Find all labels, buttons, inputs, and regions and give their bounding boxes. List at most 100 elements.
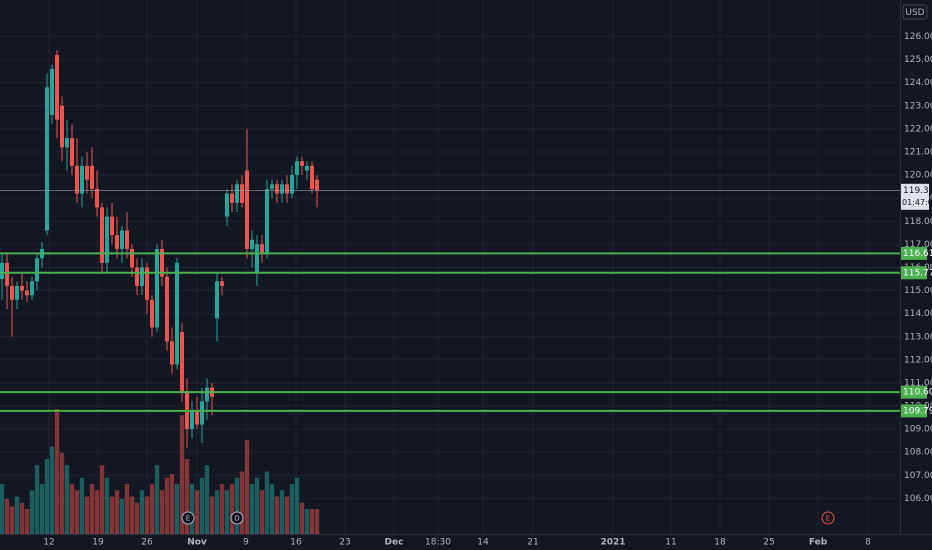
volume-bar — [24, 509, 30, 534]
candle-body — [195, 410, 199, 425]
volume-bar — [244, 440, 250, 534]
volume-bar — [239, 471, 245, 534]
y-tick-label: 108.00 — [904, 448, 932, 458]
volume-bar — [0, 484, 5, 534]
volume-bar — [309, 509, 315, 534]
currency: USD — [905, 8, 924, 18]
candle-body — [5, 262, 9, 286]
volume-bar — [179, 415, 185, 534]
candle-body — [30, 281, 34, 296]
volume-bar — [74, 490, 80, 534]
y-tick-label: 113.00 — [904, 332, 932, 342]
candle-body — [315, 179, 319, 191]
volume-bar — [104, 477, 110, 534]
x-tick-label: 9 — [243, 538, 249, 548]
candle-body — [245, 170, 249, 249]
candle-body — [305, 165, 309, 171]
volume-bar — [189, 484, 195, 534]
volume-bar — [94, 490, 100, 534]
candle-body — [155, 248, 159, 328]
y-tick-label: 126.00 — [904, 32, 932, 42]
y-tick-label: 109.00 — [904, 425, 932, 435]
candle-body — [20, 285, 24, 291]
event-marker — [821, 511, 835, 525]
volume-bar — [284, 496, 290, 534]
candle-body — [170, 341, 174, 365]
candle-body — [200, 401, 204, 425]
candle-body — [190, 410, 194, 430]
volume-bar — [114, 490, 120, 534]
x-tick-label: 8 — [865, 538, 871, 548]
volume-bar — [204, 465, 210, 534]
y-tick-label: 123.00 — [904, 101, 932, 111]
volume-bar — [304, 509, 310, 534]
candle-body — [100, 207, 104, 263]
volume-bar — [279, 490, 285, 534]
x-tick-label: 2021 — [600, 538, 625, 548]
level-label-box — [901, 246, 927, 260]
volume-bar — [44, 459, 50, 534]
candle-body — [295, 161, 299, 176]
volume-bar — [134, 502, 140, 534]
volume-bar — [274, 496, 280, 534]
last-price-label: 119.34 — [903, 186, 932, 196]
x-tick-label: 14 — [477, 538, 489, 548]
x-tick-label: 18:30 — [425, 538, 451, 548]
candle-body — [125, 230, 129, 249]
x-tick-label: 23 — [339, 538, 350, 548]
candle-body — [180, 332, 184, 393]
volume-bar — [224, 490, 230, 534]
candle-body — [280, 184, 284, 194]
event-label: D — [234, 515, 239, 523]
event-label: E — [826, 515, 830, 523]
volume-bar — [99, 465, 105, 534]
candle-body — [175, 262, 179, 365]
candle-body — [160, 248, 164, 277]
candle-body — [150, 299, 154, 328]
volume-bar — [79, 477, 85, 534]
candle-body — [135, 267, 139, 286]
volume-bar — [39, 484, 45, 534]
volume-bar — [264, 471, 270, 534]
x-tick-label: 12 — [43, 538, 54, 548]
y-tick-label: 111.00 — [904, 378, 932, 388]
x-tick-label: 16 — [290, 538, 302, 548]
volume-bar — [144, 496, 150, 534]
volume-bar — [29, 490, 35, 534]
volume-bar — [164, 477, 170, 534]
x-tick-label: 18 — [714, 538, 726, 548]
y-tick-label: 106.00 — [904, 494, 932, 504]
candle-body — [130, 248, 134, 268]
x-tick-label: 26 — [141, 538, 153, 548]
volume-bar — [149, 484, 155, 534]
volume-bar — [159, 490, 165, 534]
volume-bar — [59, 452, 65, 534]
level-label-box — [901, 385, 927, 399]
candle-body — [300, 161, 304, 166]
candle-body — [0, 262, 4, 280]
y-tick-label: 124.00 — [904, 78, 932, 88]
candle-body — [225, 193, 229, 217]
currency-box[interactable] — [902, 4, 928, 20]
x-tick-label: Feb — [809, 538, 828, 548]
volume-bar — [289, 484, 295, 534]
x-tick-label: 11 — [665, 538, 676, 548]
volume-bar — [199, 477, 205, 534]
level-label: 109.79 — [903, 406, 932, 416]
x-tick-label: Nov — [187, 538, 207, 548]
y-tick-label: 115.00 — [904, 286, 932, 296]
candle-body — [145, 267, 149, 300]
candle-body — [15, 285, 19, 300]
candle-body — [285, 184, 289, 194]
x-tick-label: 25 — [763, 538, 774, 548]
y-tick-label: 107.00 — [904, 471, 932, 481]
volume-bar — [124, 484, 130, 534]
volume-bar — [209, 496, 215, 534]
volume-bar — [169, 474, 175, 534]
volume-bar — [269, 484, 275, 534]
volume-bar — [4, 499, 10, 534]
countdown: 01:47:00 — [902, 198, 932, 207]
candle-body — [120, 230, 124, 249]
candle-body — [310, 165, 314, 189]
volume-bar — [234, 477, 240, 534]
